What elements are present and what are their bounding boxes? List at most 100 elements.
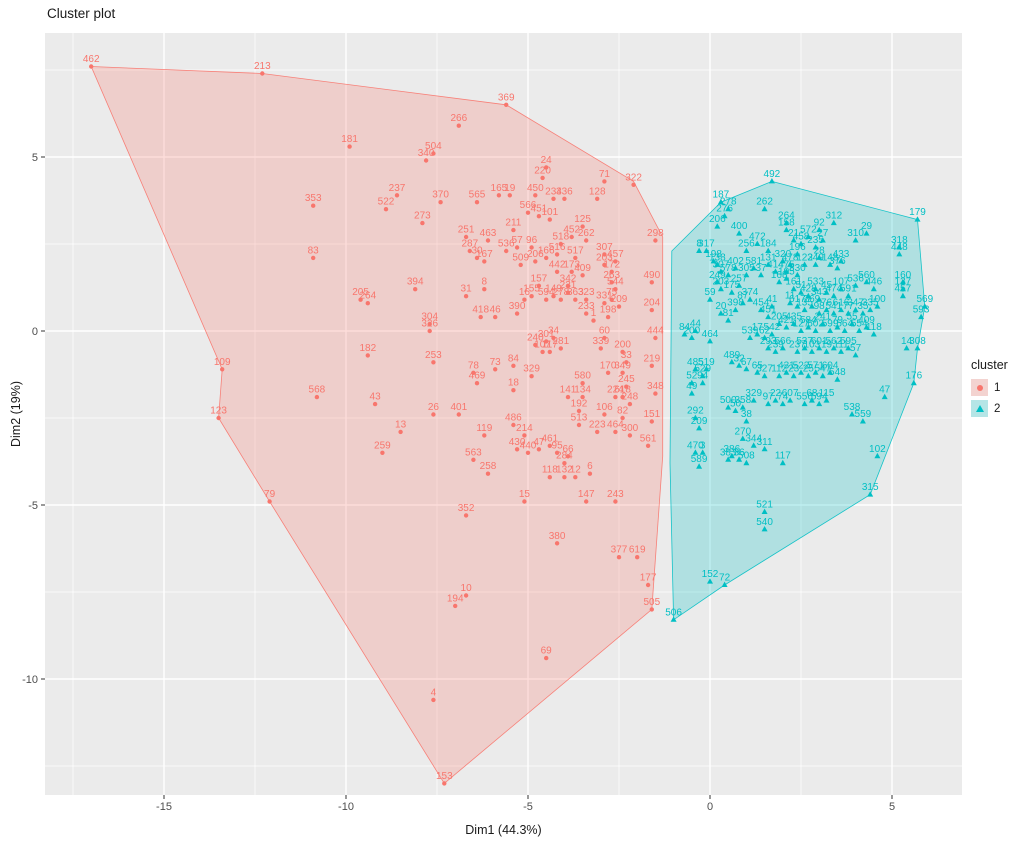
data-point-cluster-2 [827,327,834,333]
point-label: 101 [541,207,558,218]
point-label: 27 [817,228,829,239]
point-label: 554 [851,319,868,330]
point-label: 205 [771,312,788,323]
point-label: 181 [341,134,358,145]
data-point-cluster-1 [544,655,549,661]
data-point-cluster-2 [699,449,706,455]
data-point-cluster-1 [485,471,491,476]
data-point-cluster-2 [899,292,906,299]
data-point-cluster-2 [787,397,794,403]
point-label: 353 [305,193,322,204]
point-label: 450 [527,183,544,194]
point-label: 168 [771,270,788,281]
data-point-cluster-2 [772,268,779,274]
point-label: 36 [734,447,746,458]
point-label: 205 [352,287,369,298]
data-point-cluster-2 [859,310,866,316]
point-label: 323 [578,287,595,298]
point-label: 233 [578,301,595,312]
point-label: 431 [778,360,795,371]
data-point-cluster-1 [645,582,651,588]
point-label: 44 [690,319,702,330]
data-point-cluster-1 [627,401,633,407]
point-label: 176 [905,371,922,382]
data-point-cluster-1 [584,238,589,243]
data-point-cluster-1 [551,294,556,299]
x-tick-label: -10 [338,801,354,813]
point-label: 478 [782,252,799,263]
point-label: 220 [534,165,551,176]
point-label: 214 [516,423,533,434]
point-label: 78 [468,360,480,371]
data-point-cluster-2 [787,261,794,267]
data-point-cluster-1 [573,475,578,480]
data-point-cluster-2 [776,372,783,379]
point-label: 256 [738,239,755,250]
data-point-cluster-2 [779,459,786,466]
data-point-cluster-2 [899,285,906,292]
point-label: 73 [490,357,502,368]
data-point-cluster-2 [692,327,699,333]
point-label: 556 [796,392,813,403]
point-label: 589 [691,454,708,465]
x-tick-label: -15 [156,801,172,813]
point-label: 516 [549,242,566,253]
point-label: 446 [865,277,882,288]
data-point-cluster-2 [870,331,877,337]
point-label: 148 [822,252,839,263]
point-label: 32 [734,353,746,364]
point-label: 270 [734,426,751,437]
data-point-cluster-1 [463,513,469,518]
data-point-cluster-2 [838,258,844,264]
data-point-cluster-2 [823,306,830,313]
point-label: 464 [702,329,719,340]
data-point-cluster-2 [794,251,801,257]
data-point-cluster-1 [456,412,461,417]
data-point-cluster-2 [765,313,772,320]
data-point-cluster-2 [819,320,826,326]
legend-title: cluster [971,358,1008,372]
point-label: 400 [731,221,748,232]
point-label: 196 [789,242,806,253]
data-point-cluster-1 [474,255,480,261]
point-label: 377 [611,545,628,556]
point-label: 462 [83,54,100,65]
point-label: 72 [719,573,731,584]
data-point-cluster-2 [739,435,746,441]
point-label: 248 [622,392,639,403]
point-label: 131 [760,252,777,263]
data-point-cluster-1 [314,394,320,400]
data-point-cluster-2 [805,372,812,379]
point-label: 165 [491,183,508,194]
point-label: 428 [800,284,817,295]
data-point-cluster-2 [739,299,746,306]
data-point-cluster-2 [692,365,699,372]
data-point-cluster-2 [910,379,917,386]
data-point-cluster-2 [743,365,750,372]
data-point-cluster-1 [544,165,549,170]
point-label: 245 [618,374,635,385]
data-point-cluster-1 [482,259,487,264]
data-point-cluster-1 [471,370,476,375]
point-label: 160 [895,270,912,281]
point-label: 16 [519,287,531,298]
point-label: 435 [785,312,802,323]
data-point-cluster-1 [311,203,316,208]
data-point-cluster-2 [899,278,906,285]
point-label: 198 [600,305,617,316]
point-label: 45 [821,280,833,291]
data-point-cluster-2 [732,407,739,413]
data-point-cluster-2 [743,271,750,278]
point-label: 489 [723,350,740,361]
point-label: 601 [811,336,828,347]
point-label: 151 [643,409,660,420]
data-point-cluster-1 [474,381,480,386]
point-label: 28 [814,245,826,256]
point-label: 594 [538,287,555,298]
data-point-cluster-2 [827,261,834,267]
data-point-cluster-2 [812,327,819,333]
point-label: 57 [850,343,862,354]
point-label: 618 [614,385,631,396]
data-point-cluster-2 [863,324,870,330]
point-label: 414 [767,259,784,270]
